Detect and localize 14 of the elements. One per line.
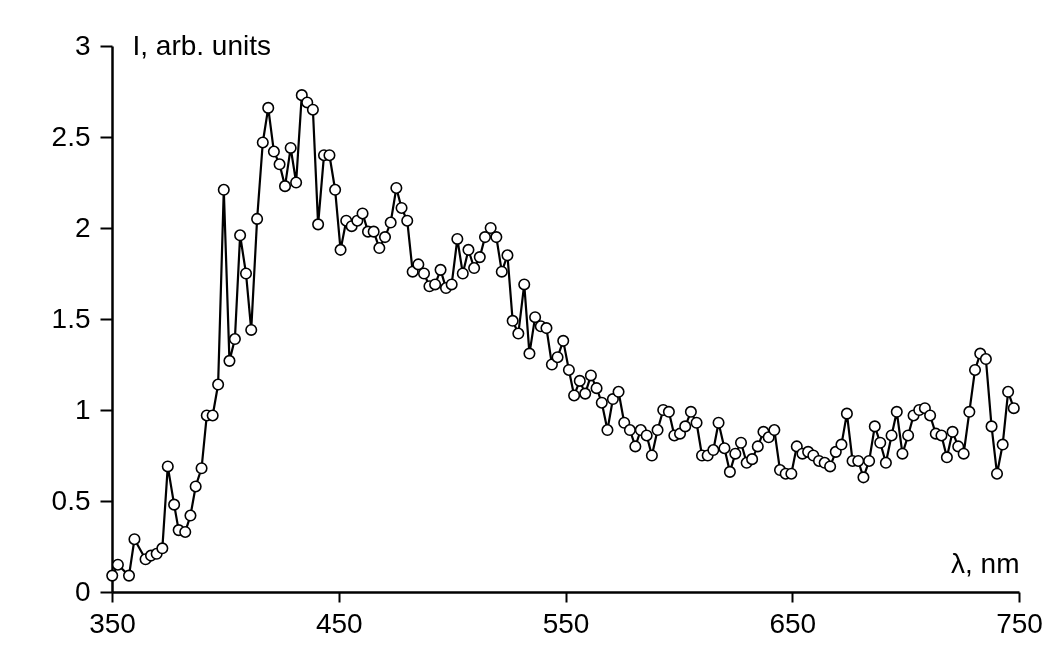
x-tick-label: 750: [996, 607, 1043, 639]
x-tick-label: 650: [769, 607, 817, 639]
x-tick-label: 550: [542, 607, 590, 639]
x-tick-label: 350: [89, 607, 136, 639]
y-tick-label: 0.5: [51, 484, 91, 516]
x-tick-label: 450: [315, 607, 363, 639]
y-axis-title: I, arb. units: [132, 29, 272, 61]
y-tick-label: 1.5: [51, 302, 91, 334]
y-tick-label: 1: [74, 393, 91, 425]
y-tick-label: 3: [74, 29, 91, 61]
y-tick-label: 0: [74, 575, 91, 607]
x-axis-title: λ, nm: [951, 547, 1020, 579]
y-tick-label: 2.5: [51, 120, 91, 152]
y-tick-label: 2: [74, 211, 91, 243]
